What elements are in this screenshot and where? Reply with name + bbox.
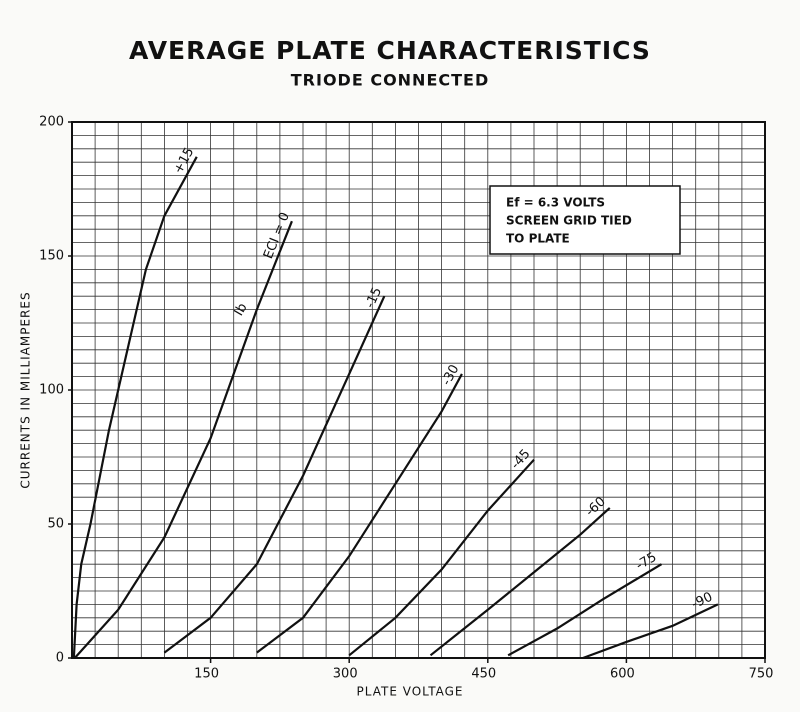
plot-frame (71, 121, 766, 659)
y-tick-label: 50 (47, 517, 64, 532)
x-tick-label: 300 (333, 667, 358, 682)
curve (73, 220, 293, 659)
x-tick-label: 750 (749, 667, 774, 682)
y-axis-label: CURRENTS IN MILLIAMPERES (19, 291, 33, 488)
chart-subtitle: TRIODE CONNECTED (291, 71, 490, 90)
note-line: SCREEN GRID TIED (506, 214, 632, 228)
curve (163, 295, 386, 654)
curve (348, 458, 535, 657)
x-tick-label: 150 (194, 667, 219, 682)
curve (429, 507, 611, 657)
y-tick-label: 150 (39, 249, 64, 264)
note-line: Ef = 6.3 VOLTS (506, 196, 605, 210)
curve (507, 563, 663, 657)
note-box (489, 185, 681, 255)
x-tick-label: 450 (471, 667, 496, 682)
curve (72, 156, 198, 659)
chart-title: AVERAGE PLATE CHARACTERISTICS (129, 36, 651, 65)
y-tick-label: 200 (39, 115, 64, 130)
note-line: TO PLATE (506, 232, 570, 246)
y-tick-label: 0 (56, 651, 64, 666)
x-axis-label: PLATE VOLTAGE (357, 685, 464, 699)
curve (256, 373, 463, 654)
x-tick-label: 600 (610, 667, 635, 682)
curve (582, 603, 719, 660)
y-tick-label: 100 (39, 383, 64, 398)
